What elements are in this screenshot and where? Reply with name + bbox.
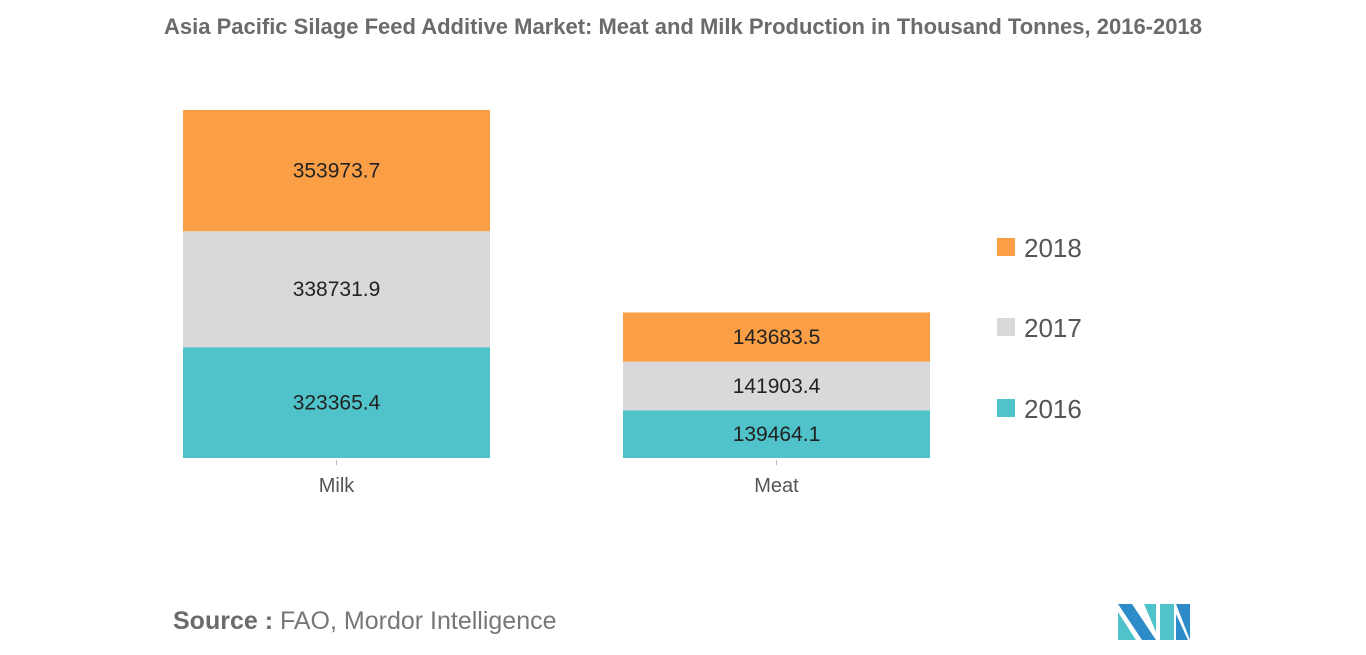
- bar-segment-meat-2017: [623, 361, 930, 411]
- data-label: 338731.9: [293, 278, 381, 301]
- bar-segment-meat-2016: [623, 410, 930, 458]
- legend-label: 2016: [1024, 394, 1082, 424]
- mordor-intelligence-logo: [1118, 604, 1190, 640]
- data-label: 139464.1: [733, 423, 821, 446]
- source-note: Source : FAO, Mordor Intelligence: [173, 607, 557, 636]
- bar-segment-milk-2016: [183, 347, 490, 458]
- data-label: 323365.4: [293, 392, 381, 415]
- category-label: Meat: [754, 475, 799, 497]
- legend-swatch-2018: [997, 238, 1015, 256]
- data-label: 353973.7: [293, 160, 381, 183]
- legend-swatch-2016: [997, 399, 1015, 417]
- legend-label: 2017: [1024, 313, 1082, 343]
- legend-swatch-2017: [997, 318, 1015, 336]
- bar-segment-milk-2017: [183, 231, 490, 348]
- category-label: Milk: [319, 475, 356, 497]
- bar-segment-meat-2018: [623, 312, 930, 362]
- bar-segment-milk-2018: [183, 110, 490, 232]
- data-label: 141903.4: [733, 375, 821, 398]
- legend-label: 2018: [1024, 233, 1082, 263]
- chart-title: Asia Pacific Silage Feed Additive Market…: [164, 14, 1202, 39]
- data-label: 143683.5: [733, 326, 821, 349]
- source-text: FAO, Mordor Intelligence: [279, 607, 557, 635]
- source-label: Source :: [173, 607, 274, 635]
